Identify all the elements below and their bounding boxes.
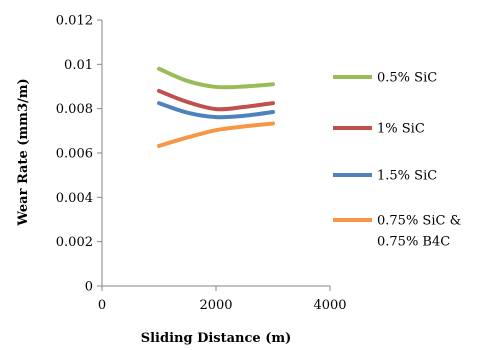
x-tick-label: 4000 — [313, 298, 346, 313]
y-axis-title: Wear Rate (mm3/m) — [16, 78, 31, 226]
series-line-2 — [157, 101, 275, 120]
y-tick-label: 0.008 — [56, 102, 93, 117]
y-tick-label: 0 — [85, 280, 93, 295]
y-tick-label: 0.012 — [56, 14, 93, 29]
y-tick-label: 0.004 — [56, 191, 93, 206]
y-tick-label: 0.01 — [64, 58, 93, 73]
y-tick-label: 0.006 — [56, 147, 93, 162]
x-axis-title: Sliding Distance (m) — [141, 331, 292, 346]
series-line-0 — [157, 66, 275, 90]
legend-label-3: 0.75% B4C — [377, 235, 450, 250]
legend: 0.5% SiC 1% SiC 1.5% SiC 0.75% SiC & 0.75% B… — [333, 71, 461, 250]
legend-label-2: 1.5% SiC — [377, 169, 437, 184]
legend-label-1: 1% SiC — [377, 122, 425, 137]
series-line-1 — [157, 88, 275, 112]
x-axis: 0 2000 4000 — [98, 285, 347, 313]
series-line-3 — [157, 121, 275, 148]
y-tick-label: 0.002 — [56, 235, 93, 250]
legend-label-0: 0.5% SiC — [377, 71, 437, 86]
y-axis: 0 0.002 0.004 0.006 0.008 0.01 0.012 — [56, 14, 103, 295]
legend-label-3: 0.75% SiC & — [377, 214, 461, 229]
series-lines — [157, 66, 275, 148]
x-tick-label: 0 — [98, 298, 106, 313]
x-tick-label: 2000 — [199, 298, 232, 313]
